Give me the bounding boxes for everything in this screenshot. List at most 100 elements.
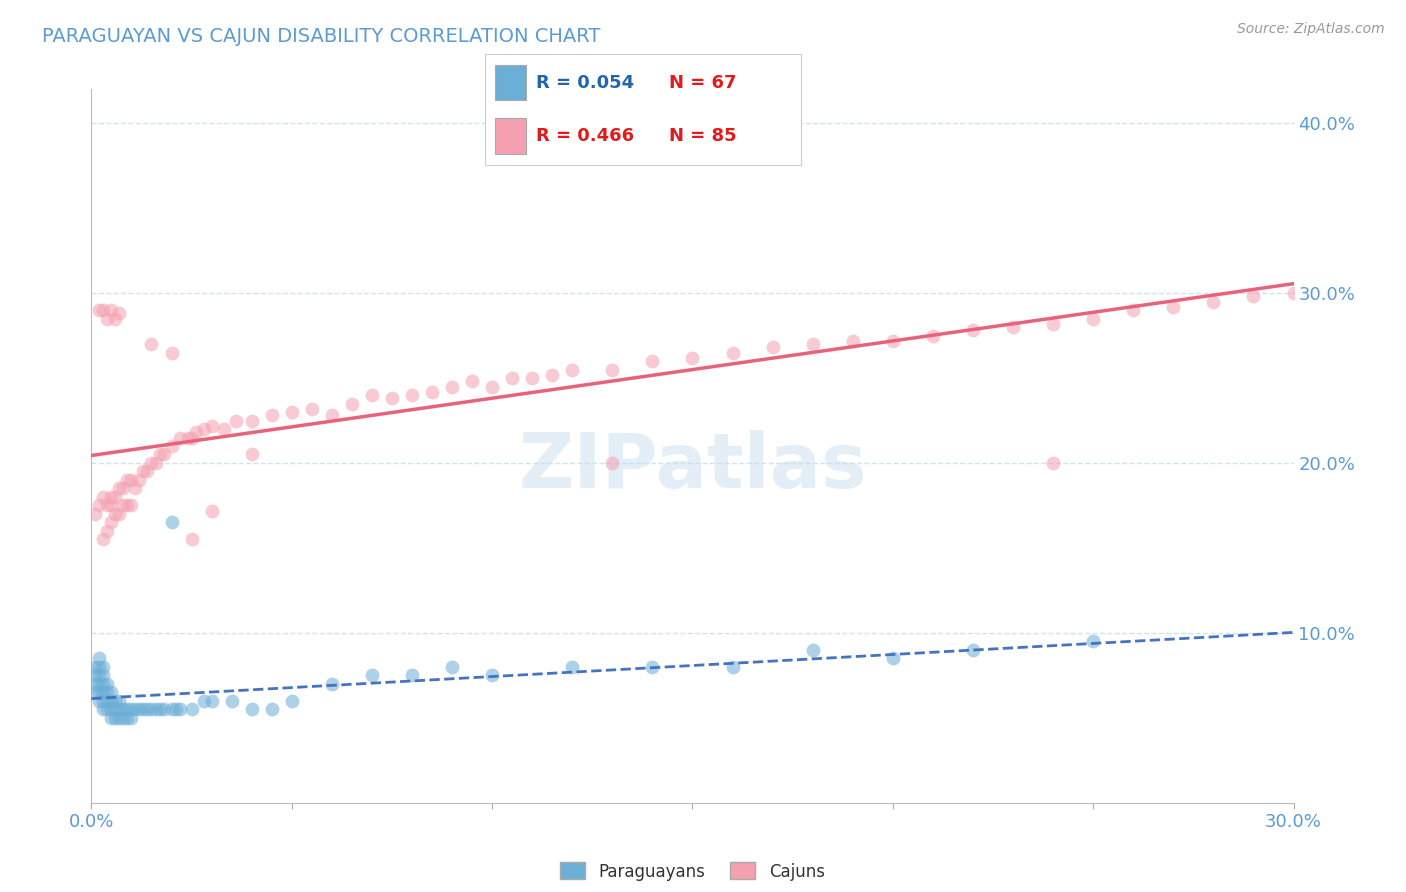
- Point: [201, 418, 224, 433]
- Point: [132, 465, 155, 479]
- Point: [89, 651, 111, 665]
- Point: [1122, 303, 1144, 318]
- Point: [136, 465, 159, 479]
- Point: [602, 456, 624, 470]
- Point: [96, 311, 118, 326]
- Point: [89, 668, 111, 682]
- Point: [132, 702, 155, 716]
- Point: [1243, 289, 1265, 303]
- Point: [108, 711, 131, 725]
- Point: [89, 694, 111, 708]
- Point: [240, 448, 263, 462]
- Point: [89, 677, 111, 691]
- Point: [169, 702, 191, 716]
- Text: N = 85: N = 85: [668, 127, 737, 145]
- Point: [96, 685, 118, 699]
- Point: [882, 334, 904, 348]
- Point: [96, 677, 118, 691]
- Point: [240, 413, 263, 427]
- Point: [93, 702, 115, 716]
- Point: [501, 371, 523, 385]
- Point: [281, 405, 304, 419]
- Point: [141, 702, 163, 716]
- Point: [541, 368, 564, 382]
- Point: [1042, 456, 1064, 470]
- Point: [160, 345, 183, 359]
- Point: [420, 384, 443, 399]
- Point: [93, 694, 115, 708]
- Point: [93, 677, 115, 691]
- Point: [440, 660, 463, 674]
- Text: R = 0.054: R = 0.054: [536, 73, 634, 92]
- Point: [136, 702, 159, 716]
- Point: [89, 685, 111, 699]
- Point: [104, 311, 127, 326]
- Point: [340, 396, 363, 410]
- Point: [360, 668, 382, 682]
- Point: [148, 448, 170, 462]
- Point: [193, 422, 215, 436]
- Point: [108, 702, 131, 716]
- Point: [381, 392, 404, 406]
- Point: [1202, 294, 1225, 309]
- Point: [108, 482, 131, 496]
- Point: [440, 379, 463, 393]
- Point: [104, 490, 127, 504]
- Point: [108, 694, 131, 708]
- Text: R = 0.466: R = 0.466: [536, 127, 634, 145]
- Point: [260, 702, 283, 716]
- Point: [882, 651, 904, 665]
- Point: [184, 425, 207, 440]
- Point: [481, 668, 503, 682]
- Point: [461, 375, 484, 389]
- Point: [1042, 317, 1064, 331]
- Text: N = 67: N = 67: [668, 73, 737, 92]
- Point: [124, 702, 146, 716]
- Point: [1083, 311, 1105, 326]
- Point: [84, 507, 107, 521]
- Point: [84, 660, 107, 674]
- Point: [1163, 300, 1185, 314]
- Point: [104, 694, 127, 708]
- Point: [212, 422, 235, 436]
- Point: [801, 643, 824, 657]
- Point: [121, 711, 143, 725]
- Point: [93, 685, 115, 699]
- Point: [148, 702, 170, 716]
- Point: [96, 702, 118, 716]
- Legend: Paraguayans, Cajuns: Paraguayans, Cajuns: [554, 855, 831, 888]
- Point: [93, 490, 115, 504]
- Point: [169, 430, 191, 444]
- Point: [100, 711, 122, 725]
- Point: [201, 694, 224, 708]
- Point: [145, 702, 167, 716]
- Point: [93, 533, 115, 547]
- Point: [93, 303, 115, 318]
- Point: [108, 507, 131, 521]
- Point: [165, 702, 187, 716]
- Point: [128, 473, 150, 487]
- Point: [481, 379, 503, 393]
- Point: [84, 668, 107, 682]
- Point: [141, 337, 163, 351]
- Point: [89, 303, 111, 318]
- Point: [128, 702, 150, 716]
- Bar: [495, 65, 526, 101]
- Point: [100, 303, 122, 318]
- Point: [112, 499, 135, 513]
- Point: [841, 334, 863, 348]
- Point: [240, 702, 263, 716]
- Point: [193, 694, 215, 708]
- Point: [561, 660, 583, 674]
- Point: [121, 473, 143, 487]
- Point: [401, 388, 423, 402]
- Point: [681, 351, 703, 365]
- Point: [84, 685, 107, 699]
- Point: [522, 371, 544, 385]
- Point: [260, 409, 283, 423]
- Point: [100, 490, 122, 504]
- Point: [121, 702, 143, 716]
- Point: [108, 306, 131, 320]
- Point: [152, 702, 174, 716]
- Point: [641, 150, 664, 164]
